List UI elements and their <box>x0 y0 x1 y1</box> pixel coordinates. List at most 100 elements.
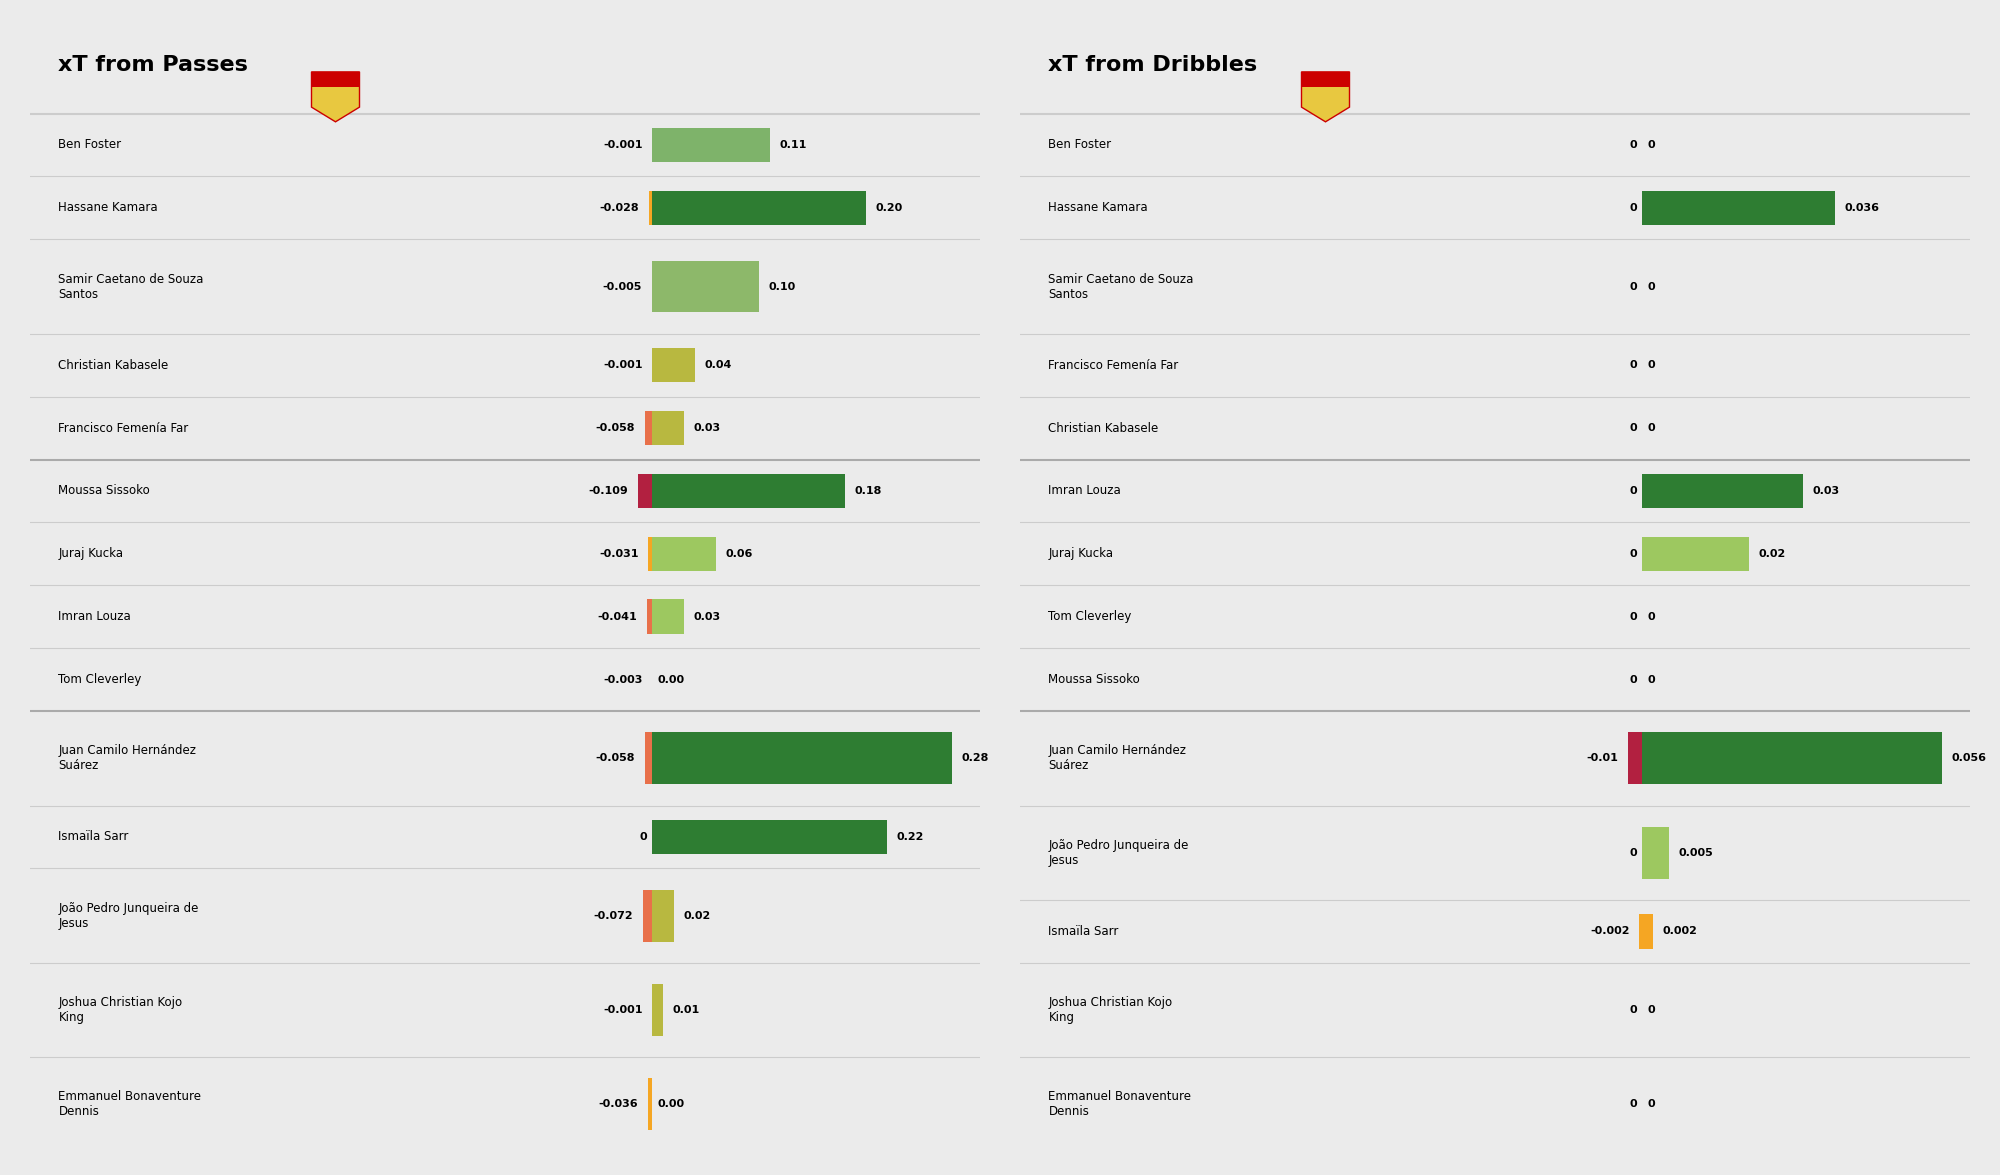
Bar <box>652 190 866 226</box>
Text: 0: 0 <box>1630 140 1638 150</box>
Text: 0.00: 0.00 <box>656 1100 684 1109</box>
Text: 0: 0 <box>1630 612 1638 622</box>
Text: -0.031: -0.031 <box>600 549 638 559</box>
Text: 0: 0 <box>1648 674 1654 685</box>
Bar <box>648 190 652 226</box>
Bar <box>1642 732 1942 784</box>
Text: -0.109: -0.109 <box>588 486 628 496</box>
Text: Emmanuel Bonaventure
Dennis: Emmanuel Bonaventure Dennis <box>58 1090 202 1119</box>
Text: 0: 0 <box>1630 486 1638 496</box>
Text: 0.18: 0.18 <box>854 486 882 496</box>
Text: Juraj Kucka: Juraj Kucka <box>1048 548 1114 560</box>
Text: -0.001: -0.001 <box>604 1005 642 1015</box>
Text: 0.22: 0.22 <box>896 832 924 842</box>
Text: 0.11: 0.11 <box>780 140 806 150</box>
Text: -0.002: -0.002 <box>1590 926 1630 936</box>
Text: -0.001: -0.001 <box>604 361 642 370</box>
Text: 0.06: 0.06 <box>726 549 754 559</box>
Text: 0.28: 0.28 <box>960 753 988 764</box>
Polygon shape <box>1302 72 1350 122</box>
Text: 0: 0 <box>1648 1005 1654 1015</box>
Polygon shape <box>1302 72 1350 87</box>
Text: 0: 0 <box>1648 423 1654 434</box>
Text: 0.002: 0.002 <box>1662 926 1698 936</box>
Text: 0: 0 <box>1648 140 1654 150</box>
Text: 0.00: 0.00 <box>656 674 684 685</box>
Text: Juan Camilo Hernández
Suárez: Juan Camilo Hernández Suárez <box>58 744 196 772</box>
Text: 0.056: 0.056 <box>1952 753 1986 764</box>
Text: Ben Foster: Ben Foster <box>1048 139 1112 152</box>
Text: Moussa Sissoko: Moussa Sissoko <box>58 484 150 497</box>
Text: xT from Dribbles: xT from Dribbles <box>1048 54 1258 75</box>
Bar <box>652 474 844 509</box>
Text: Hassane Kamara: Hassane Kamara <box>58 201 158 214</box>
Text: Imran Louza: Imran Louza <box>1048 484 1122 497</box>
Text: 0: 0 <box>1630 1100 1638 1109</box>
Bar <box>644 411 652 445</box>
Text: Christian Kabasele: Christian Kabasele <box>1048 422 1158 435</box>
Bar <box>644 732 652 784</box>
Bar <box>1642 827 1668 879</box>
Text: 0.04: 0.04 <box>704 361 732 370</box>
Text: 0: 0 <box>1648 612 1654 622</box>
Text: 0.036: 0.036 <box>1844 203 1880 213</box>
Text: -0.072: -0.072 <box>594 911 634 920</box>
Text: Joshua Christian Kojo
King: Joshua Christian Kojo King <box>58 996 182 1023</box>
Text: 0.005: 0.005 <box>1678 847 1714 858</box>
Bar <box>1642 474 1802 509</box>
Text: Francisco Femenía Far: Francisco Femenía Far <box>1048 358 1178 371</box>
Text: -0.028: -0.028 <box>600 203 640 213</box>
Text: -0.003: -0.003 <box>602 674 642 685</box>
Text: 0.10: 0.10 <box>768 282 796 291</box>
Text: Ismaïla Sarr: Ismaïla Sarr <box>58 831 128 844</box>
Text: -0.001: -0.001 <box>604 140 642 150</box>
Bar <box>646 599 652 634</box>
Bar <box>652 537 716 571</box>
Text: -0.01: -0.01 <box>1586 753 1618 764</box>
Text: 0: 0 <box>1648 282 1654 291</box>
Polygon shape <box>312 72 360 122</box>
Text: Hassane Kamara: Hassane Kamara <box>1048 201 1148 214</box>
Bar <box>638 474 652 509</box>
Bar <box>652 820 888 854</box>
Text: 0: 0 <box>1630 203 1638 213</box>
Text: -0.036: -0.036 <box>598 1100 638 1109</box>
Text: -0.041: -0.041 <box>598 612 638 622</box>
Bar <box>648 537 652 571</box>
Bar <box>652 983 662 1036</box>
Text: 0.03: 0.03 <box>1812 486 1840 496</box>
Text: 0.03: 0.03 <box>694 612 720 622</box>
Text: -0.005: -0.005 <box>602 282 642 291</box>
Text: 0: 0 <box>640 832 648 842</box>
Text: 0: 0 <box>1630 361 1638 370</box>
Text: Samir Caetano de Souza
Santos: Samir Caetano de Souza Santos <box>58 273 204 301</box>
Text: Christian Kabasele: Christian Kabasele <box>58 358 168 371</box>
Text: 0: 0 <box>1630 282 1638 291</box>
Text: João Pedro Junqueira de
Jesus: João Pedro Junqueira de Jesus <box>58 901 198 929</box>
Text: Ben Foster: Ben Foster <box>58 139 122 152</box>
Text: Imran Louza: Imran Louza <box>58 610 132 623</box>
Bar <box>652 732 952 784</box>
Bar <box>1642 914 1652 948</box>
Bar <box>1628 732 1642 784</box>
Text: 0: 0 <box>1630 847 1638 858</box>
Text: Emmanuel Bonaventure
Dennis: Emmanuel Bonaventure Dennis <box>1048 1090 1192 1119</box>
Bar <box>652 889 674 941</box>
Text: Joshua Christian Kojo
King: Joshua Christian Kojo King <box>1048 996 1172 1023</box>
Bar <box>652 128 770 162</box>
Text: João Pedro Junqueira de
Jesus: João Pedro Junqueira de Jesus <box>1048 839 1188 867</box>
Text: 0: 0 <box>1630 1005 1638 1015</box>
Text: 0.02: 0.02 <box>1758 549 1786 559</box>
Bar <box>1642 537 1750 571</box>
Text: 0.03: 0.03 <box>694 423 720 434</box>
Polygon shape <box>312 72 360 87</box>
Text: -0.058: -0.058 <box>596 753 636 764</box>
Text: 0: 0 <box>1630 549 1638 559</box>
Text: xT from Passes: xT from Passes <box>58 54 248 75</box>
Text: Tom Cleverley: Tom Cleverley <box>58 673 142 686</box>
Text: 0.20: 0.20 <box>876 203 902 213</box>
Bar <box>652 261 760 313</box>
Text: 0: 0 <box>1648 361 1654 370</box>
Text: -0.058: -0.058 <box>596 423 636 434</box>
Bar <box>652 599 684 634</box>
